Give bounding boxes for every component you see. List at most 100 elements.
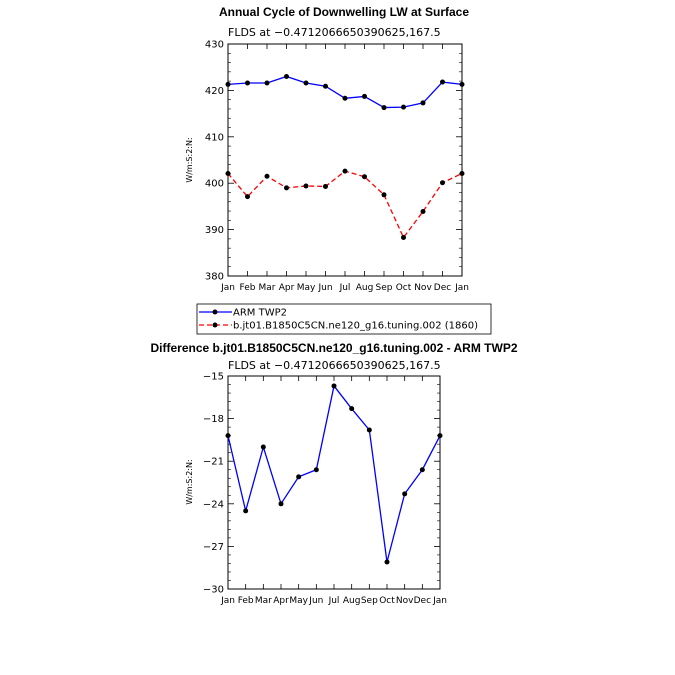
top-x-tick-label: Aug — [356, 283, 374, 293]
top-series-2-point — [459, 170, 465, 176]
bottom-series-1-point — [402, 491, 408, 497]
legend-box — [196, 303, 492, 335]
top-x-tick-label: Mar — [259, 283, 276, 293]
bottom-series-1-point — [313, 467, 319, 473]
top-series-2-point — [225, 170, 231, 176]
bottom-x-tick-label: Jan — [220, 596, 235, 606]
top-series-line-1 — [227, 75, 463, 109]
top-legend: ARM TWP2 b.jt01.B1850C5CN.ne120_g16.tuni… — [196, 303, 492, 335]
bottom-series-1-point — [278, 501, 284, 507]
bottom-series-line-1 — [227, 384, 441, 563]
top-axes: Jan Feb Mar Apr May Jun Jul Aug Sep Oct Nov Dec Jan3… — [205, 40, 469, 294]
top-series-1-point — [264, 80, 270, 86]
bottom-chart-subtitle: FLDS at −0.4712066650390625,167.5 — [228, 359, 441, 372]
top-series-1-point — [303, 80, 309, 86]
bottom-x-tick-label: Nov — [396, 596, 414, 606]
top-x-tick-label: Feb — [240, 283, 256, 293]
top-chart: Annual Cycle of Downwelling LW at Surfac… — [185, 5, 492, 335]
top-y-tick-label: 420 — [205, 86, 224, 97]
legend-label-2: b.jt01.B1850C5CN.ne120_g16.tuning.002 (1… — [233, 321, 478, 332]
bottom-x-tick-label: Jan — [432, 596, 447, 606]
bottom-x-tick-label: Feb — [238, 596, 254, 606]
bottom-x-tick-label: Jun — [308, 596, 323, 606]
top-x-tick-label: Jul — [339, 283, 351, 293]
top-series-2-point — [362, 174, 367, 180]
top-x-tick-label: Apr — [279, 283, 295, 293]
top-x-tick-label: Jan — [454, 283, 469, 293]
top-x-tick-label: Sep — [376, 283, 393, 293]
top-series-2-point — [381, 192, 387, 198]
bottom-x-tick-label: Dec — [414, 596, 431, 606]
bottom-x-tick-label: Oct — [379, 596, 395, 606]
top-series-2-point — [264, 173, 270, 179]
top-series-1-point — [225, 81, 231, 87]
top-series-1-point — [323, 83, 328, 89]
bottom-series-1-point — [243, 508, 249, 514]
top-series-2-point — [401, 234, 406, 240]
top-plot-frame — [227, 43, 463, 277]
top-series-2-point — [323, 183, 328, 189]
top-series — [225, 73, 465, 240]
bottom-x-tick-label: Apr — [273, 596, 289, 606]
top-x-tick-label: May — [297, 283, 316, 293]
top-x-tick-label: Dec — [434, 283, 451, 293]
top-y-axis-label: W/m:S:2:N: — [185, 137, 194, 182]
top-series-1-point — [401, 104, 406, 110]
legend-swatch-marker-2 — [212, 322, 218, 328]
bottom-x-tick-label: Aug — [343, 596, 361, 606]
top-x-tick-label: Oct — [396, 283, 412, 293]
bottom-chart-title: Difference b.jt01.B1850C5CN.ne120_g16.tu… — [151, 341, 518, 355]
bottom-series-1-point — [296, 474, 302, 480]
bottom-x-tick-label: Mar — [255, 596, 272, 606]
bottom-x-tick-label: Jul — [328, 596, 340, 606]
top-y-tick-label: 400 — [205, 179, 224, 190]
bottom-y-tick-label: −21 — [203, 457, 224, 468]
bottom-chart: Difference b.jt01.B1850C5CN.ne120_g16.tu… — [151, 341, 518, 606]
top-y-tick-label: 380 — [205, 272, 224, 283]
top-series-1-point — [459, 81, 465, 87]
top-x-tick-label: Jun — [317, 283, 332, 293]
top-series-2-point — [284, 185, 289, 191]
bottom-series-1-point — [437, 433, 443, 439]
top-series-1-point — [245, 80, 250, 86]
bottom-series-1-point — [331, 383, 337, 389]
bottom-axes: Jan Feb Mar Apr May Jun Jul Aug Sep Oct Nov Dec Jan−… — [203, 372, 447, 607]
top-series-2-point — [245, 194, 250, 200]
top-series-2-point — [303, 183, 309, 189]
top-series-2-point — [440, 180, 445, 186]
bottom-series-1-point — [384, 559, 390, 565]
bottom-x-tick-label: Sep — [361, 596, 378, 606]
bottom-y-axis-label: W/m:S:2:N: — [185, 459, 194, 504]
legend-swatch-marker-1 — [212, 309, 218, 315]
bottom-series-1-point — [260, 444, 266, 450]
top-x-tick-label: Nov — [414, 283, 432, 293]
top-series-line-2 — [227, 170, 463, 239]
top-chart-title: Annual Cycle of Downwelling LW at Surfac… — [219, 5, 469, 19]
top-series-2-point — [342, 168, 348, 174]
legend-label-1: ARM TWP2 — [233, 308, 287, 319]
bottom-y-tick-label: −27 — [203, 542, 224, 553]
bottom-series-1-point — [225, 433, 231, 439]
bottom-x-tick-label: May — [289, 596, 308, 606]
top-series-1-point — [342, 95, 348, 101]
top-x-tick-label: Jan — [220, 283, 235, 293]
bottom-series-1-point — [419, 467, 425, 473]
bottom-y-tick-label: −24 — [203, 499, 224, 510]
bottom-plot-frame — [227, 375, 441, 590]
top-chart-subtitle: FLDS at −0.4712066650390625,167.5 — [228, 26, 441, 39]
top-series-1-point — [284, 73, 289, 79]
top-y-tick-label: 430 — [205, 40, 224, 51]
bottom-y-tick-label: −30 — [203, 585, 224, 596]
bottom-y-tick-label: −18 — [203, 414, 224, 425]
top-series-1-point — [381, 105, 387, 111]
bottom-series-1-point — [366, 427, 372, 433]
top-y-tick-label: 390 — [205, 225, 224, 236]
top-y-tick-label: 410 — [205, 132, 224, 143]
top-series-1-point — [440, 79, 445, 85]
bottom-series — [225, 383, 443, 565]
bottom-y-tick-label: −15 — [203, 372, 224, 383]
top-series-1-point — [420, 100, 426, 106]
bottom-series-1-point — [349, 406, 355, 412]
top-series-1-point — [362, 93, 367, 99]
